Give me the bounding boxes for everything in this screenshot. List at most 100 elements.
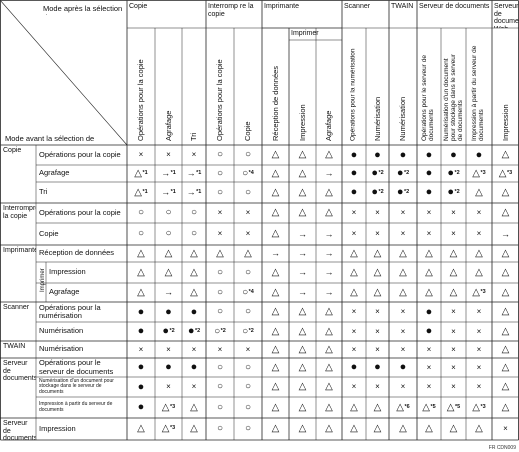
tri-icon: △ xyxy=(350,286,358,298)
dot-icon: ● xyxy=(425,148,433,161)
dot-icon: ● xyxy=(350,186,358,198)
ring-icon: ○ xyxy=(216,306,224,317)
cell-tri-symbol: △ xyxy=(262,341,289,358)
column-header-3: Tri xyxy=(182,28,206,145)
cell-ring-symbol: ○ xyxy=(206,377,234,397)
tri-icon: △ xyxy=(501,325,510,337)
dot-icon: ● xyxy=(396,167,404,179)
cell-cross-symbol: × xyxy=(417,203,441,223)
cell-ring-symbol: ○ xyxy=(206,165,234,182)
cross-icon: × xyxy=(426,362,432,372)
tri-icon: △ xyxy=(449,266,458,278)
tri-icon: △ xyxy=(271,266,280,278)
cell-tri-symbol: △ xyxy=(289,182,316,203)
tri-icon: △ xyxy=(373,266,382,278)
tri-icon: △ xyxy=(161,423,170,434)
cell-arrow-symbol: → xyxy=(316,262,342,283)
row-label-4: Opérations pour la copie xyxy=(39,207,121,217)
cross-icon: × xyxy=(351,229,357,238)
cell-tri-symbol: △ xyxy=(466,262,492,283)
tri-icon: △ xyxy=(244,247,252,259)
cell-cross-symbol: × xyxy=(234,341,262,358)
column-header-10: Numérisation xyxy=(366,28,389,145)
cross-icon: × xyxy=(138,344,144,354)
dot-icon: ● xyxy=(350,167,358,179)
cell-arrow-symbol: → *1 xyxy=(182,182,206,203)
row-group-5-label: TWAIN xyxy=(3,343,26,350)
cell-cross-symbol: × xyxy=(366,302,389,322)
tri-icon: △ xyxy=(501,401,510,413)
tri-icon: △ xyxy=(475,247,483,259)
cell-ring-symbol: ○ xyxy=(182,223,206,245)
ring-icon: ○ xyxy=(214,325,221,337)
footnote-marker: *1 xyxy=(170,169,176,176)
tri-icon: △ xyxy=(325,423,333,434)
cell-cross-symbol: × xyxy=(127,341,155,358)
tri-icon: △ xyxy=(501,186,510,198)
cell-cross-symbol: × xyxy=(466,322,492,341)
cross-icon: × xyxy=(351,326,357,336)
cell-ring-symbol: ○ xyxy=(127,223,155,245)
cross-icon: × xyxy=(166,344,171,354)
ring-icon: ○ xyxy=(244,381,252,392)
tri-icon: △ xyxy=(134,167,142,179)
cell-cross-symbol: × xyxy=(466,341,492,358)
cell-dot-symbol: ● xyxy=(466,145,492,165)
cell-tri-symbol: △ xyxy=(441,283,466,302)
tri-icon: △ xyxy=(325,343,333,355)
cross-icon: × xyxy=(217,344,223,354)
arrow-icon: → xyxy=(324,228,334,239)
tri-icon: △ xyxy=(472,167,480,179)
tri-icon: △ xyxy=(350,266,358,278)
arrow-icon: → xyxy=(324,287,334,297)
cell-tri-symbol: △ xyxy=(289,418,316,440)
dot-icon: ● xyxy=(371,167,378,179)
cell-tri-symbol: △ xyxy=(389,262,417,283)
arrow-icon: → xyxy=(501,228,510,239)
ring-icon: ○ xyxy=(216,286,224,298)
row-label-2: Agrafage xyxy=(39,168,70,178)
cross-icon: × xyxy=(351,382,357,391)
dot-icon: ● xyxy=(371,186,378,198)
footnote-marker: *3 xyxy=(480,403,486,410)
cell-ring-symbol: ○ xyxy=(155,223,182,245)
footnote-marker: *3 xyxy=(480,169,486,176)
column-header-1: Opérations pour la copie xyxy=(127,28,155,145)
column-header-text-14: Impression à partir du serveur de docume… xyxy=(471,45,485,141)
cell-dot-symbol: ● xyxy=(127,377,155,397)
cell-tri-symbol: △ xyxy=(366,418,389,440)
dot-icon: ● xyxy=(399,148,407,161)
cross-icon: × xyxy=(191,344,197,354)
cross-icon: × xyxy=(451,326,456,336)
cell-tri-symbol: △ xyxy=(316,203,342,223)
cell-tri-symbol: △ xyxy=(316,377,342,397)
cell-arrow-symbol: → xyxy=(316,223,342,245)
footnote-marker: *5 xyxy=(430,403,436,410)
tri-icon: △ xyxy=(325,306,333,317)
cross-icon: × xyxy=(191,382,197,391)
tri-icon: △ xyxy=(134,186,142,198)
cell-tri-symbol: △ xyxy=(262,322,289,341)
cell-dot-symbol: ● *2 xyxy=(155,322,182,341)
cell-tri-symbol: △ xyxy=(262,165,289,182)
cell-ring-symbol: ○ *4 xyxy=(234,165,262,182)
cell-cross-symbol: × xyxy=(466,358,492,377)
cell-tri-symbol: △ xyxy=(417,418,441,440)
cell-cross-symbol: × xyxy=(389,203,417,223)
cell-tri-symbol: △ xyxy=(417,283,441,302)
cross-icon: × xyxy=(476,382,482,391)
cell-tri-symbol: △ xyxy=(289,302,316,322)
footnote-marker: *2 xyxy=(403,169,410,176)
column-header-11: Numérisation xyxy=(389,28,417,145)
arrow-icon: → xyxy=(324,248,334,258)
cell-tri-symbol: △ xyxy=(389,283,417,302)
cell-dot-symbol: ● *2 xyxy=(366,182,389,203)
cell-dot-symbol: ● xyxy=(182,358,206,377)
cell-tri-symbol: △ *1 xyxy=(127,182,155,203)
cell-tri-symbol: △ xyxy=(127,418,155,440)
column-header-text-15: Impression xyxy=(500,104,510,141)
ring-icon: ○ xyxy=(244,186,252,198)
cell-tri-symbol: △ xyxy=(316,145,342,165)
cell-tri-symbol: △ xyxy=(262,358,289,377)
